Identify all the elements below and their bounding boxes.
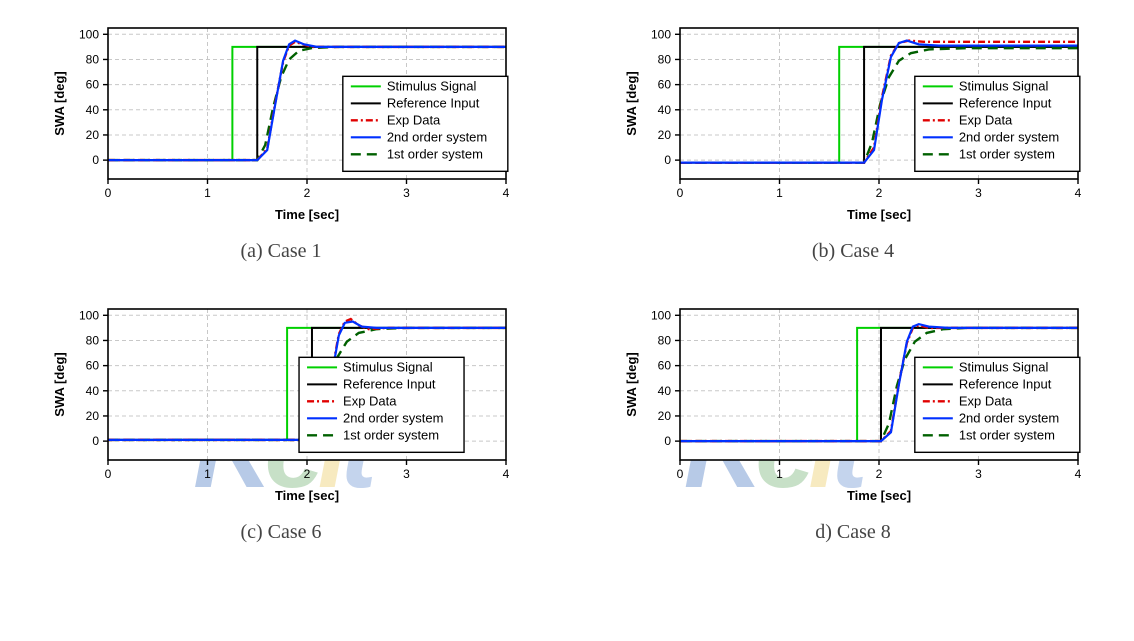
svg-text:4: 4 xyxy=(1075,186,1082,200)
legend-label-first: 1st order system xyxy=(343,427,439,442)
chart-svg-a: 01234020406080100Time [sec]SWA [deg]Stim… xyxy=(46,10,516,225)
svg-text:40: 40 xyxy=(86,103,100,117)
svg-text:0: 0 xyxy=(664,153,671,167)
legend-label-second: 2nd order system xyxy=(343,410,443,425)
svg-text:2: 2 xyxy=(304,186,311,200)
legend-label-second: 2nd order system xyxy=(959,410,1059,425)
svg-text:4: 4 xyxy=(1075,467,1082,481)
panel-b: 01234020406080100Time [sec]SWA [deg]Stim… xyxy=(582,10,1124,291)
svg-text:4: 4 xyxy=(503,467,510,481)
xlabel: Time [sec] xyxy=(847,207,911,222)
caption-c: (c) Case 6 xyxy=(240,521,321,544)
panel-d: Keit 01234020406080100Time [sec]SWA [deg… xyxy=(582,291,1124,572)
svg-text:3: 3 xyxy=(403,186,410,200)
caption-b: (b) Case 4 xyxy=(812,240,894,263)
legend: Stimulus Signal Reference Input Exp Data 2n… xyxy=(915,76,1080,171)
svg-text:1: 1 xyxy=(204,467,211,481)
svg-text:80: 80 xyxy=(658,333,672,347)
legend-label-exp: Exp Data xyxy=(959,393,1013,408)
caption-d: d) Case 8 xyxy=(815,521,891,544)
chart-c: 01234020406080100Time [sec]SWA [deg]Stim… xyxy=(46,291,516,511)
svg-text:40: 40 xyxy=(86,384,100,398)
legend-label-first: 1st order system xyxy=(959,427,1055,442)
svg-text:20: 20 xyxy=(86,409,100,423)
chart-d: 01234020406080100Time [sec]SWA [deg]Stim… xyxy=(618,291,1088,511)
svg-text:4: 4 xyxy=(503,186,510,200)
legend-label-stimulus: Stimulus Signal xyxy=(343,359,433,374)
ylabel: SWA [deg] xyxy=(624,352,639,417)
svg-text:1: 1 xyxy=(204,186,211,200)
legend-label-reference: Reference Input xyxy=(387,95,480,110)
xlabel: Time [sec] xyxy=(275,488,339,503)
ylabel: SWA [deg] xyxy=(624,71,639,136)
svg-text:40: 40 xyxy=(658,103,672,117)
legend: Stimulus Signal Reference Input Exp Data 2n… xyxy=(299,357,464,452)
svg-text:100: 100 xyxy=(651,308,671,322)
svg-text:100: 100 xyxy=(651,27,671,41)
svg-text:2: 2 xyxy=(876,467,883,481)
svg-text:2: 2 xyxy=(304,467,311,481)
legend: Stimulus Signal Reference Input Exp Data 2n… xyxy=(343,76,508,171)
legend-label-reference: Reference Input xyxy=(343,376,436,391)
legend-label-first: 1st order system xyxy=(959,146,1055,161)
legend-label-second: 2nd order system xyxy=(387,129,487,144)
panel-a: 01234020406080100Time [sec]SWA [deg]Stim… xyxy=(10,10,552,291)
svg-text:2: 2 xyxy=(876,186,883,200)
chart-svg-c: 01234020406080100Time [sec]SWA [deg]Stim… xyxy=(46,291,516,506)
legend-label-exp: Exp Data xyxy=(959,112,1013,127)
svg-text:100: 100 xyxy=(79,308,99,322)
svg-text:3: 3 xyxy=(975,467,982,481)
svg-text:0: 0 xyxy=(105,186,112,200)
legend-label-second: 2nd order system xyxy=(959,129,1059,144)
svg-text:40: 40 xyxy=(658,384,672,398)
chart-svg-d: 01234020406080100Time [sec]SWA [deg]Stim… xyxy=(618,291,1088,506)
svg-text:20: 20 xyxy=(658,128,672,142)
ylabel: SWA [deg] xyxy=(52,352,67,417)
svg-text:0: 0 xyxy=(664,434,671,448)
legend-label-stimulus: Stimulus Signal xyxy=(959,359,1049,374)
svg-text:3: 3 xyxy=(403,467,410,481)
ylabel: SWA [deg] xyxy=(52,71,67,136)
panel-c: Keit 01234020406080100Time [sec]SWA [deg… xyxy=(10,291,552,572)
svg-text:3: 3 xyxy=(975,186,982,200)
legend-label-first: 1st order system xyxy=(387,146,483,161)
svg-text:0: 0 xyxy=(677,467,684,481)
chart-svg-b: 01234020406080100Time [sec]SWA [deg]Stim… xyxy=(618,10,1088,225)
svg-text:100: 100 xyxy=(79,27,99,41)
xlabel: Time [sec] xyxy=(275,207,339,222)
xlabel: Time [sec] xyxy=(847,488,911,503)
svg-text:0: 0 xyxy=(105,467,112,481)
svg-text:0: 0 xyxy=(92,434,99,448)
svg-text:1: 1 xyxy=(776,186,783,200)
caption-a: (a) Case 1 xyxy=(240,240,321,263)
legend-label-reference: Reference Input xyxy=(959,95,1052,110)
chart-a: 01234020406080100Time [sec]SWA [deg]Stim… xyxy=(46,10,516,230)
legend-label-exp: Exp Data xyxy=(343,393,397,408)
svg-text:80: 80 xyxy=(86,52,100,66)
svg-text:60: 60 xyxy=(658,78,672,92)
legend-label-stimulus: Stimulus Signal xyxy=(387,78,477,93)
svg-text:80: 80 xyxy=(658,52,672,66)
legend-label-exp: Exp Data xyxy=(387,112,441,127)
legend-label-reference: Reference Input xyxy=(959,376,1052,391)
legend-label-stimulus: Stimulus Signal xyxy=(959,78,1049,93)
figure-grid: 01234020406080100Time [sec]SWA [deg]Stim… xyxy=(10,10,1124,572)
svg-text:20: 20 xyxy=(86,128,100,142)
svg-text:1: 1 xyxy=(776,467,783,481)
svg-text:80: 80 xyxy=(86,333,100,347)
svg-text:0: 0 xyxy=(92,153,99,167)
svg-text:60: 60 xyxy=(658,359,672,373)
svg-text:0: 0 xyxy=(677,186,684,200)
svg-text:60: 60 xyxy=(86,359,100,373)
svg-text:20: 20 xyxy=(658,409,672,423)
legend: Stimulus Signal Reference Input Exp Data 2n… xyxy=(915,357,1080,452)
chart-b: 01234020406080100Time [sec]SWA [deg]Stim… xyxy=(618,10,1088,230)
svg-text:60: 60 xyxy=(86,78,100,92)
